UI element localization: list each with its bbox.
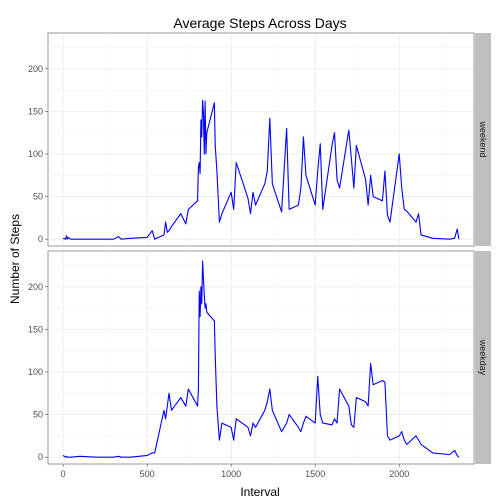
x-tick-label: 0 — [61, 469, 66, 479]
panel-weekend: 0 50 100 150 200 weekend — [28, 32, 491, 247]
facet-strip — [475, 251, 491, 464]
y-axis-title: Number of Steps — [8, 214, 22, 304]
y-tick-label: 200 — [28, 64, 43, 74]
chart-title: Average Steps Across Days — [173, 15, 346, 31]
y-tick-label: 150 — [28, 106, 43, 116]
facet-strip — [475, 33, 491, 246]
panel-background — [47, 250, 475, 465]
facet-strip-label: weekday — [478, 339, 488, 376]
series-line-weekday — [62, 260, 460, 458]
x-tick-label: 1000 — [221, 469, 241, 479]
facet-panels: 0 50 100 150 200 weekend 0 50 100 150 200 weekday 0 5… — [28, 32, 491, 479]
panel-weekday: 0 50 100 150 200 weekday — [28, 250, 491, 465]
y-tick-label: 100 — [28, 367, 43, 377]
y-tick-label: 0 — [38, 452, 43, 462]
x-axis-title: Interval — [240, 485, 279, 499]
y-tick-label: 0 — [38, 234, 43, 244]
y-tick-label: 50 — [33, 410, 43, 420]
x-tick-label: 2000 — [389, 469, 409, 479]
y-tick-label: 50 — [33, 192, 43, 202]
x-tick-label: 500 — [140, 469, 155, 479]
y-tick-label: 100 — [28, 149, 43, 159]
facet-strip-label: weekend — [478, 120, 488, 157]
y-tick-label: 150 — [28, 324, 43, 334]
y-tick-label: 200 — [28, 282, 43, 292]
series-line-weekend — [62, 99, 460, 240]
x-tick-label: 1500 — [305, 469, 325, 479]
panel-background — [47, 32, 475, 247]
